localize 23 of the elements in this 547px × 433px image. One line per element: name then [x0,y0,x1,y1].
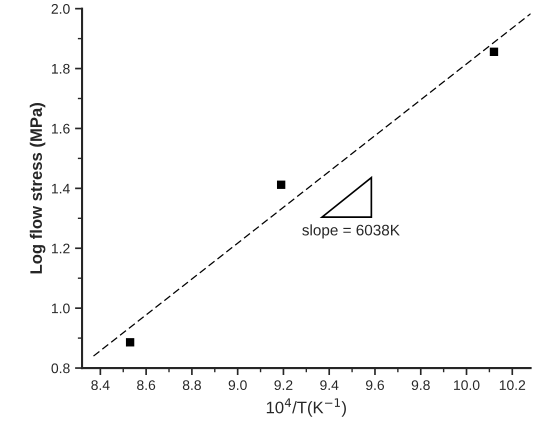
x-tick-label: 8.6 [137,380,156,390]
x-tick-label: 8.4 [91,380,110,390]
x-tick-label: 8.8 [182,380,201,390]
y-tick-label: 1.6 [52,124,70,134]
x-tick-label: 10.0 [454,380,480,390]
x-tick-label: 10.2 [500,380,526,390]
point [490,48,498,56]
x-axis-title: 10$^{4}$/T(K$^{−1}$) [266,398,346,417]
x-tick-label: 9.6 [366,380,384,390]
point [276,180,286,189]
y-tick-label: 0.8 [51,363,70,374]
point [126,338,134,346]
y-tick-label: 1.4 [52,184,70,194]
x-tick-label: 9.8 [412,380,430,390]
y-tick-label: 1.0 [52,303,70,314]
x-tick-label: 9.2 [274,380,292,390]
y-tick-label: 2.0 [52,4,70,14]
x-tick-label: 9.0 [228,380,247,390]
annotation: slope = 6038K [302,224,400,239]
y-tick-label: 1.8 [52,64,70,74]
x-tick-label: 9.4 [320,380,338,390]
y-axis-title: Log flow stress (MPa) [30,103,46,274]
y-tick-label: 1.2 [52,244,70,254]
